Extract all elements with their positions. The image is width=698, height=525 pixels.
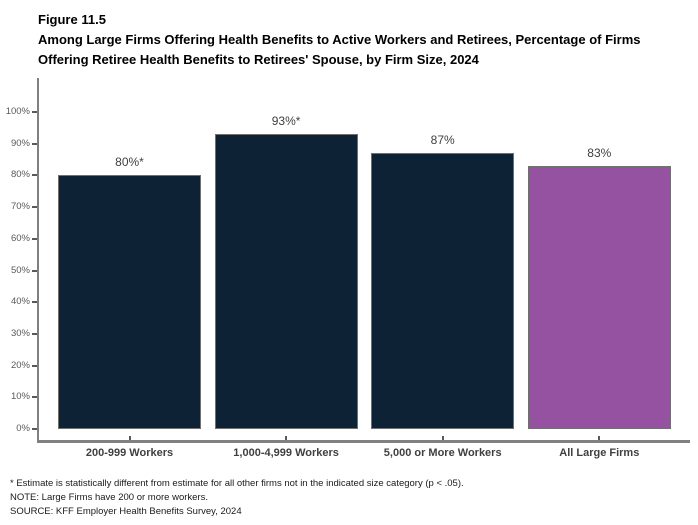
y-axis-tick [32, 206, 37, 209]
x-axis-category-label: 1,000-4,999 Workers [233, 447, 339, 459]
bar-all-large-firms [527, 165, 671, 429]
y-axis-tick [32, 237, 37, 240]
y-axis-tick [32, 269, 37, 272]
y-axis-tick [32, 364, 37, 367]
y-axis-tick-label: 0% [16, 423, 30, 434]
title-block: Figure 11.5 Among Large Firms Offering H… [38, 10, 674, 70]
footnote-estimate: * Estimate is statistically different fr… [10, 478, 464, 489]
bar-1-000-4-999-workers [214, 134, 358, 429]
footnotes: * Estimate is statistically different fr… [10, 477, 690, 519]
y-axis-tick-label: 30% [10, 327, 30, 339]
chart-title: Among Large Firms Offering Health Benefi… [38, 32, 641, 67]
y-axis-tick-label: 50% [10, 264, 30, 276]
y-axis-tick [32, 142, 37, 145]
y-axis-tick [32, 301, 37, 304]
x-axis-line [37, 440, 690, 443]
y-axis-tick-label: 10% [10, 391, 30, 403]
figure-number: Figure 11.5 [38, 12, 106, 27]
bar-200-999-workers [58, 175, 201, 429]
x-axis-tick [441, 436, 444, 440]
bar-value-label: 87% [430, 133, 455, 148]
y-axis-tick [32, 332, 37, 335]
y-axis-tick-label: 40% [10, 296, 30, 308]
y-axis-line [37, 78, 39, 443]
x-axis-tick [128, 436, 131, 440]
y-axis-tick [32, 174, 37, 177]
y-axis-tick-label: 20% [10, 359, 30, 371]
footnote-source: SOURCE: KFF Employer Health Benefits Sur… [10, 506, 242, 517]
footnote-note: NOTE: Large Firms have 200 or more worke… [10, 492, 208, 503]
y-axis-tick-label: 100% [5, 106, 30, 117]
y-axis-tick [32, 428, 37, 430]
y-axis-tick-label: 60% [10, 232, 30, 244]
bar-5-000-or-more-workers [371, 153, 515, 429]
x-axis-category-label: All Large Firms [559, 447, 640, 459]
x-axis-tick [598, 436, 601, 440]
bar-value-label: 83% [587, 145, 612, 160]
y-axis-tick-label: 70% [10, 201, 30, 213]
bar-value-label: 93%* [271, 114, 301, 129]
bar-value-label: 80%* [115, 155, 144, 170]
y-axis-tick [32, 396, 37, 399]
y-axis-tick-label: 90% [10, 137, 30, 149]
x-axis-category-label: 5,000 or More Workers [383, 447, 502, 459]
y-axis-tick [32, 111, 37, 113]
x-axis-tick [285, 436, 288, 440]
y-axis-tick-label: 80% [10, 169, 30, 181]
x-axis-category-label: 200-999 Workers [85, 447, 174, 459]
